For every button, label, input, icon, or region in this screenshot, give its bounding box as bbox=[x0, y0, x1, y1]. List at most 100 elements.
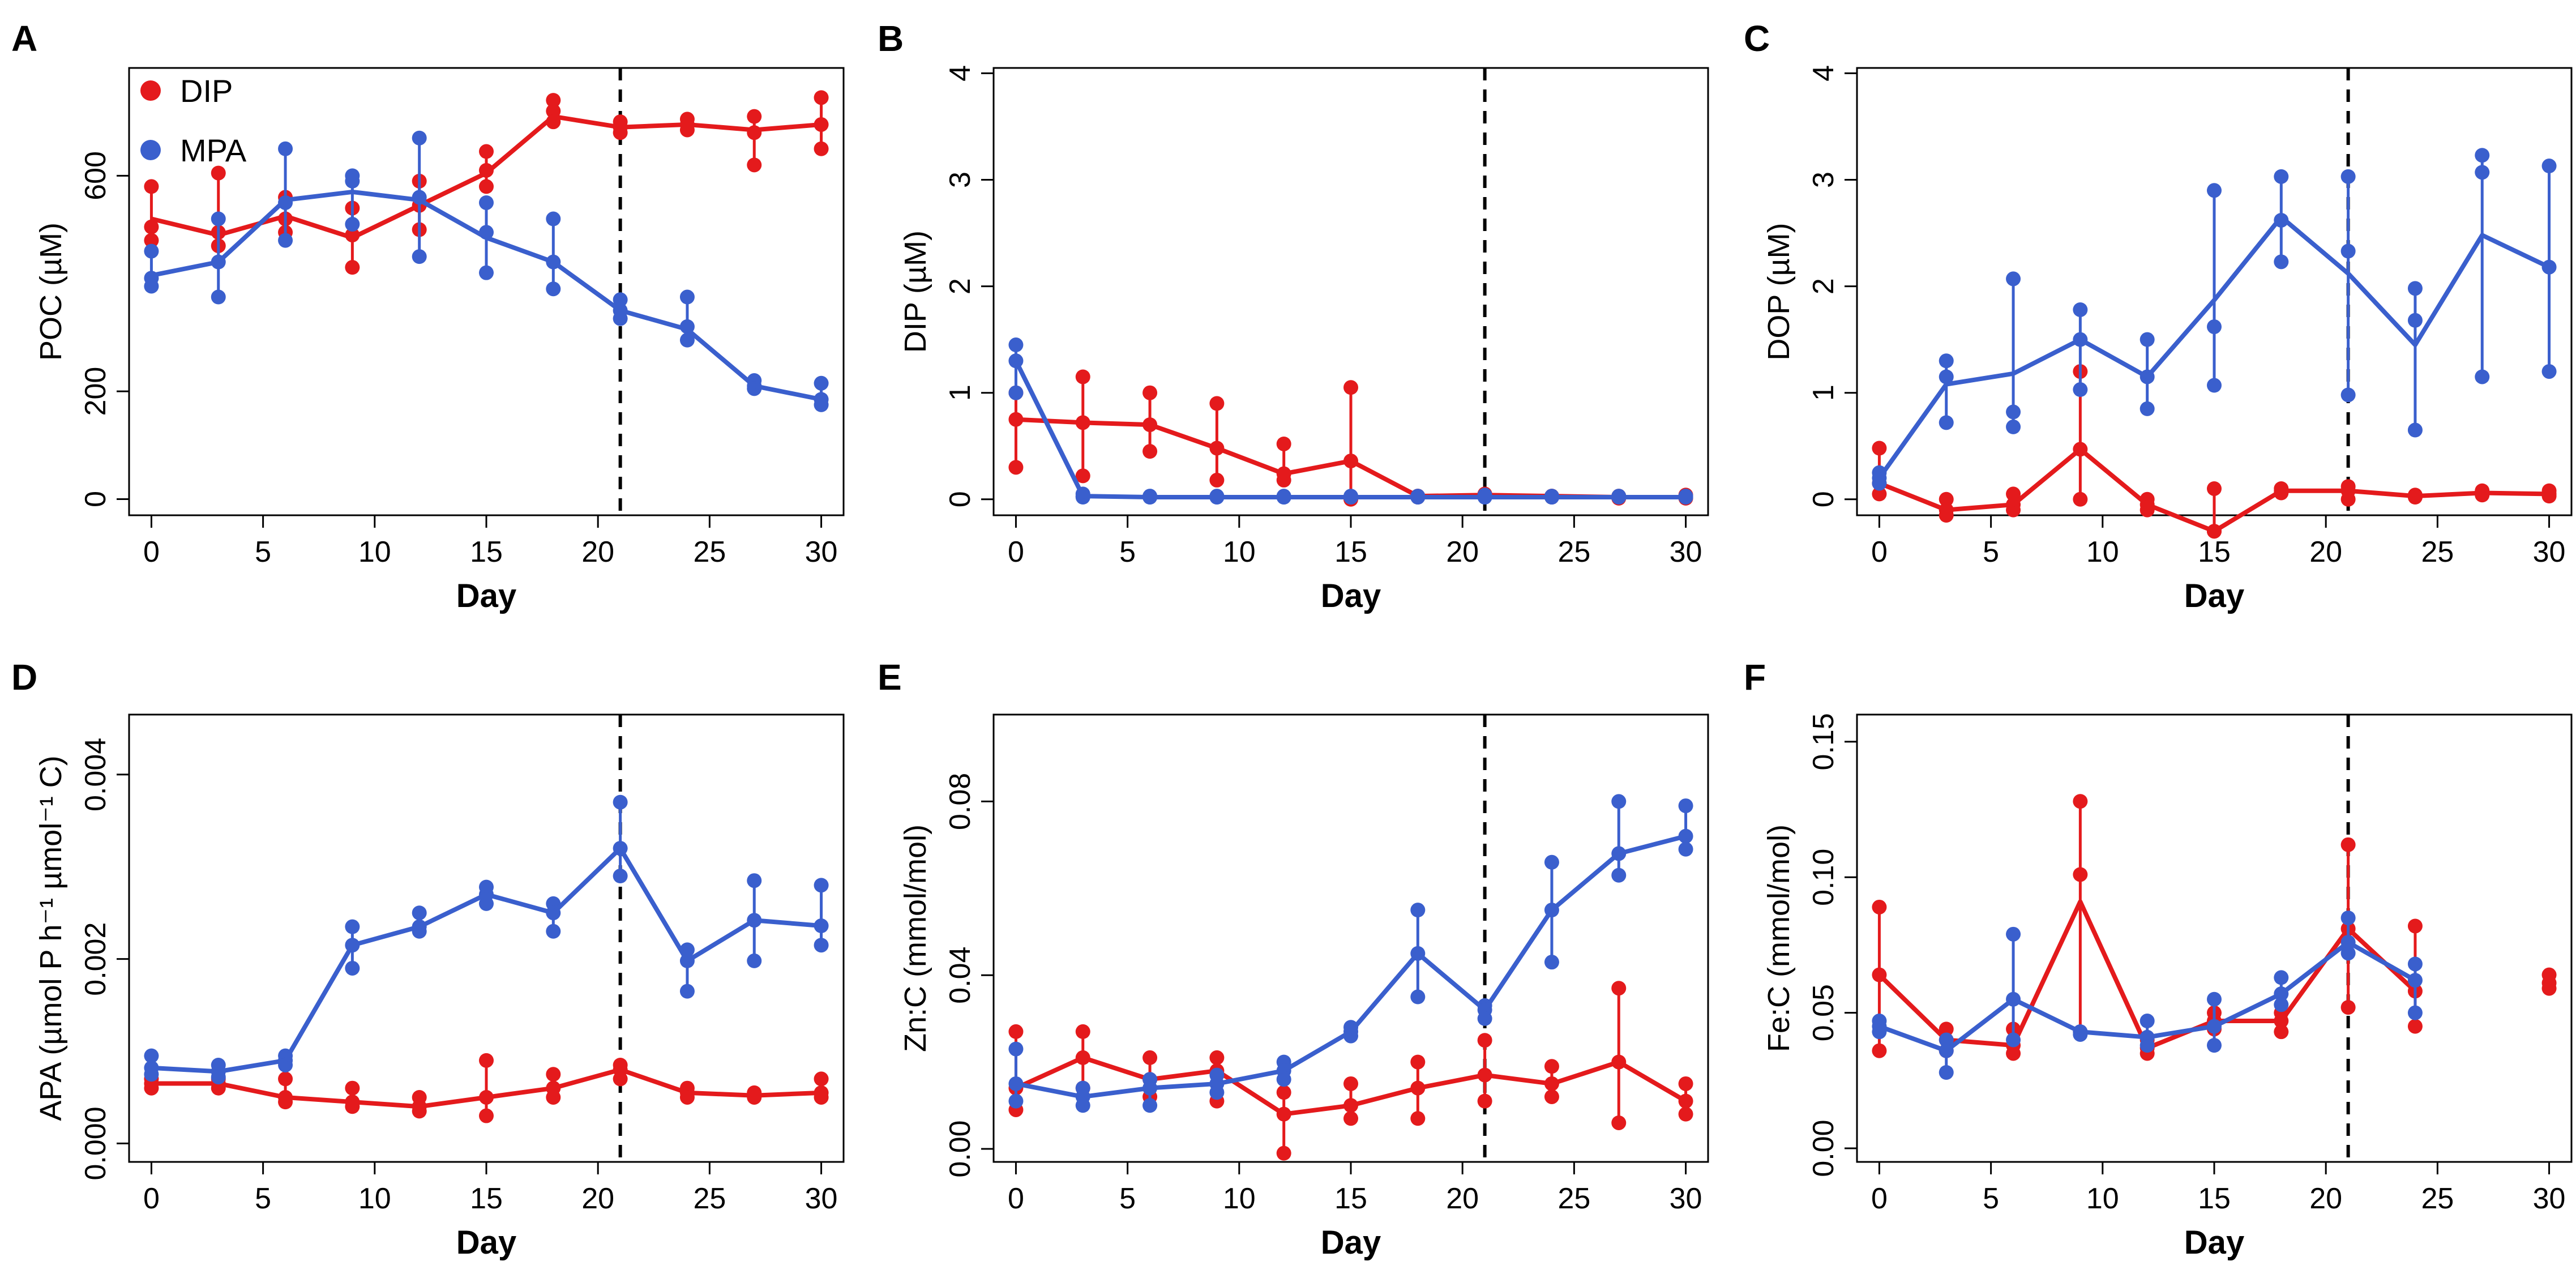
x-axis-label: Day bbox=[456, 578, 516, 614]
data-point bbox=[144, 219, 159, 234]
data-point bbox=[211, 165, 226, 181]
x-tick-label: 5 bbox=[1119, 536, 1136, 568]
data-point bbox=[1008, 1024, 1024, 1039]
y-tick-label: 0.000 bbox=[79, 1106, 112, 1180]
data-point bbox=[1008, 1093, 1024, 1109]
x-tick-label: 15 bbox=[2198, 1182, 2231, 1215]
data-point bbox=[1075, 1024, 1090, 1039]
data-point bbox=[2139, 401, 2155, 416]
data-point bbox=[2340, 169, 2356, 184]
data-point bbox=[1209, 472, 1225, 488]
data-point bbox=[2407, 313, 2423, 328]
y-axis-label: POC (µM) bbox=[34, 223, 68, 361]
y-tick-label: 2 bbox=[1807, 278, 1840, 294]
data-point bbox=[2073, 491, 2088, 507]
data-point bbox=[2340, 911, 2356, 926]
data-point bbox=[1678, 1106, 1693, 1122]
data-point bbox=[2006, 419, 2021, 434]
x-tick-label: 15 bbox=[2198, 536, 2231, 568]
mean-line bbox=[1015, 833, 1687, 1099]
data-point bbox=[1142, 385, 1158, 400]
data-point bbox=[1678, 1076, 1693, 1091]
data-point bbox=[2207, 378, 2222, 393]
data-point bbox=[2541, 981, 2557, 996]
x-tick-label: 25 bbox=[1557, 536, 1590, 568]
x-tick-label: 30 bbox=[1670, 1182, 1702, 1215]
data-point bbox=[1939, 1021, 1954, 1037]
data-point bbox=[1008, 385, 1024, 400]
data-point bbox=[814, 90, 829, 105]
x-tick-label: 0 bbox=[1871, 536, 1888, 568]
data-point bbox=[1008, 337, 1024, 353]
data-point bbox=[1939, 491, 1954, 507]
x-tick-label: 10 bbox=[358, 1182, 391, 1215]
x-tick-label: 15 bbox=[470, 1182, 503, 1215]
data-point bbox=[1142, 1098, 1158, 1113]
mean-line bbox=[151, 189, 822, 402]
data-point bbox=[747, 873, 762, 888]
data-point bbox=[2475, 148, 2490, 163]
data-point bbox=[747, 953, 762, 968]
data-point bbox=[1209, 396, 1225, 411]
data-point bbox=[2407, 1005, 2423, 1020]
x-tick-label: 15 bbox=[1334, 536, 1367, 568]
data-point bbox=[1544, 1059, 1559, 1074]
data-point bbox=[2207, 183, 2222, 198]
data-point bbox=[1410, 1111, 1426, 1126]
y-tick-label: 3 bbox=[1807, 172, 1840, 188]
mean-line bbox=[1013, 360, 1686, 500]
panel-a: A 0 5 10 15 20 25 30 Day 0 200 600 POC (µM) DIP MPA bbox=[11, 18, 845, 614]
x-tick-label: 15 bbox=[1334, 1182, 1367, 1215]
data-point bbox=[144, 1048, 159, 1063]
data-point bbox=[2407, 918, 2423, 934]
x-tick-label: 0 bbox=[1871, 1182, 1888, 1215]
x-tick-label: 25 bbox=[1557, 1182, 1590, 1215]
y-tick-label: 1 bbox=[944, 384, 977, 401]
data-point bbox=[1142, 444, 1158, 459]
panel-b: B 0 5 10 15 20 25 30 Day 0 1 2 3 4 DIP (µM) bbox=[878, 18, 1709, 614]
data-point bbox=[345, 217, 360, 232]
x-tick-label: 20 bbox=[2309, 536, 2342, 568]
data-point bbox=[1075, 1098, 1090, 1113]
data-point bbox=[1276, 1085, 1291, 1100]
data-point bbox=[613, 311, 628, 326]
data-point bbox=[1343, 1111, 1358, 1126]
data-point bbox=[1939, 353, 1954, 369]
data-point bbox=[814, 375, 829, 391]
panel-label: F bbox=[1744, 657, 1766, 698]
data-point bbox=[2407, 956, 2423, 972]
panel-label: C bbox=[1744, 18, 1770, 59]
mean-line bbox=[1877, 215, 2551, 480]
data-point bbox=[2073, 382, 2088, 397]
x-tick-label: 30 bbox=[2533, 1182, 2566, 1215]
data-point bbox=[144, 179, 159, 194]
x-tick-label: 5 bbox=[255, 1182, 271, 1215]
data-point bbox=[1477, 1033, 1492, 1048]
data-point bbox=[211, 289, 226, 305]
data-point bbox=[2139, 1038, 2155, 1053]
y-tick-label: 0 bbox=[944, 491, 977, 507]
data-point bbox=[1008, 460, 1024, 475]
data-point bbox=[2541, 364, 2557, 379]
data-point bbox=[1410, 1054, 1426, 1070]
data-point bbox=[144, 233, 159, 248]
data-point bbox=[1343, 380, 1358, 395]
panel-label: B bbox=[878, 18, 904, 59]
series-mpa bbox=[144, 130, 829, 412]
x-tick-label: 20 bbox=[1446, 536, 1479, 568]
y-tick-label: 2 bbox=[944, 278, 977, 294]
mean-line bbox=[151, 846, 821, 1074]
data-point bbox=[345, 260, 360, 275]
data-point bbox=[2340, 1000, 2356, 1015]
x-tick-label: 25 bbox=[693, 536, 726, 568]
panel-c: C 0 5 10 15 20 25 30 Day 0 1 2 3 4 DOP (µM) bbox=[1744, 18, 2573, 614]
data-point bbox=[1209, 1050, 1225, 1065]
data-point bbox=[1276, 1145, 1291, 1161]
x-tick-label: 10 bbox=[1223, 536, 1256, 568]
y-tick-label: 0.10 bbox=[1807, 849, 1840, 906]
data-point bbox=[613, 292, 628, 307]
data-point bbox=[546, 281, 561, 297]
x-tick-label: 25 bbox=[2421, 1182, 2454, 1215]
y-tick-label: 600 bbox=[79, 151, 112, 200]
